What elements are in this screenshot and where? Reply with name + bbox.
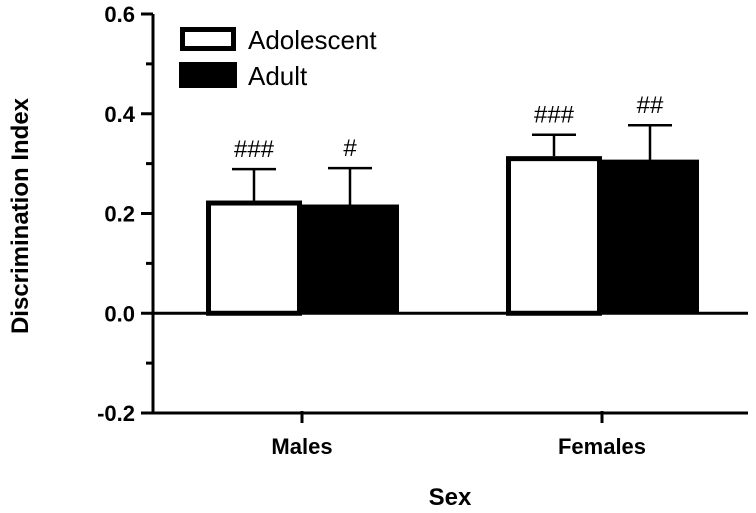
bar-adolescent-females <box>506 156 602 316</box>
bar-adolescent-males <box>206 200 302 316</box>
x-tick-label: Females <box>558 434 646 459</box>
y-tick-label: 0.2 <box>104 202 135 227</box>
y-axis-title: Discrimination Index <box>7 97 34 334</box>
legend: Adolescent Adult <box>179 25 377 91</box>
y-tick-label: 0.0 <box>104 301 135 326</box>
legend-swatch-adult <box>179 62 237 88</box>
x-axis-title: Sex <box>429 484 472 511</box>
significance-label: ### <box>534 102 575 129</box>
y-tick-label: 0.6 <box>104 2 135 27</box>
bar-adult-females <box>601 159 699 315</box>
y-tick-label: -0.2 <box>97 401 135 426</box>
legend-label-adult: Adult <box>248 61 308 91</box>
bar-adult-males <box>301 204 399 315</box>
significance-label: ## <box>637 92 664 119</box>
bars-layer <box>206 123 699 316</box>
legend-label-adolescent: Adolescent <box>248 25 377 55</box>
labels-layer: -0.20.00.20.40.6### #Males### ##Females <box>97 2 664 459</box>
significance-label: # <box>343 135 357 162</box>
y-tick-label: 0.4 <box>104 102 135 127</box>
x-tick-label: Males <box>271 434 332 459</box>
significance-label: ### <box>234 136 275 163</box>
legend-swatch-adolescent <box>180 27 236 51</box>
